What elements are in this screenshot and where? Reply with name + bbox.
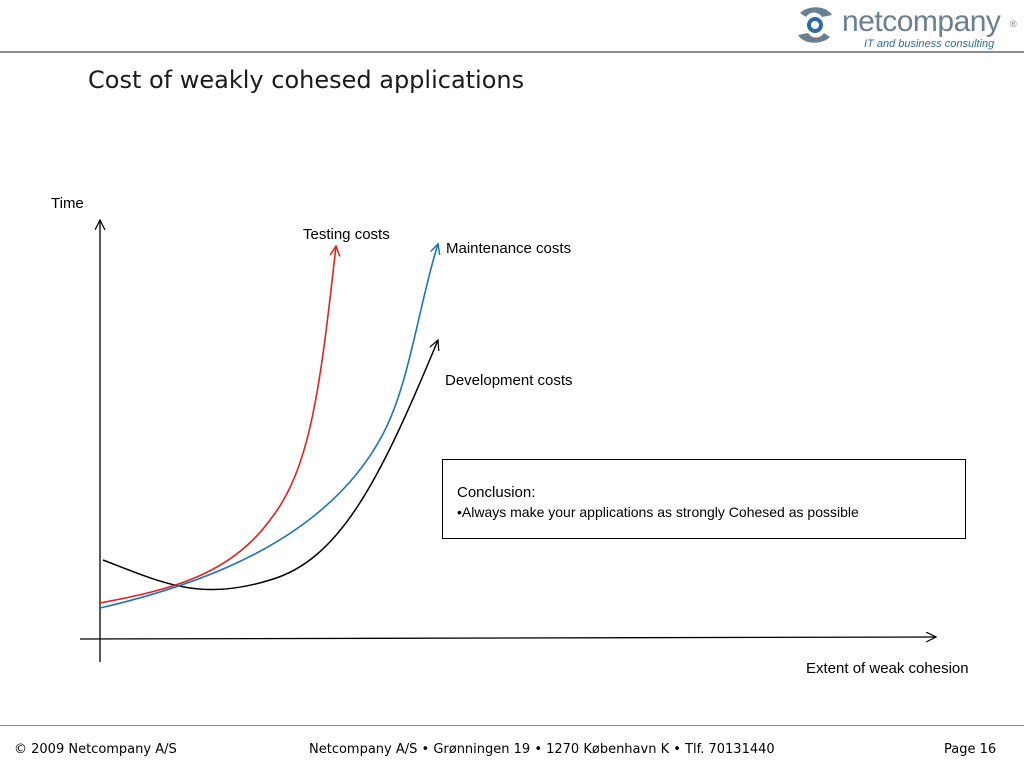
y-axis-label: Time (51, 195, 84, 212)
footer-address: Netcompany A/S • Grønningen 19 • 1270 Kø… (309, 742, 775, 757)
series-label-testing: Testing costs (303, 226, 390, 243)
header-divider (0, 51, 1024, 53)
maintenance-costs-line (99, 244, 438, 609)
logo-wordmark: netcompany (842, 5, 1001, 38)
development-costs-line (102, 340, 438, 591)
testing-costs-line (99, 246, 336, 604)
footer-copyright: © 2009 Netcompany A/S (14, 742, 177, 757)
slide-title: Cost of weakly cohesed applications (88, 66, 525, 94)
logo-registered-mark: ® (1010, 19, 1017, 29)
x-axis-label: Extent of weak cohesion (806, 660, 969, 677)
series-label-maintenance: Maintenance costs (446, 240, 572, 257)
x-axis (79, 637, 936, 639)
netcompany-logo: netcompany ® IT and business consulting (792, 3, 1024, 51)
conclusion-point: •Always make your applications as strong… (457, 504, 859, 520)
conclusion-title: Conclusion: (457, 484, 536, 501)
footer-divider (0, 725, 1024, 726)
footer-page-number: Page 16 (944, 742, 997, 757)
netcompany-logo-icon (798, 7, 832, 43)
logo-tagline: IT and business consulting (864, 38, 995, 50)
conclusion-box: Conclusion: •Always make your applicatio… (442, 459, 966, 539)
series-label-development: Development costs (445, 372, 573, 389)
